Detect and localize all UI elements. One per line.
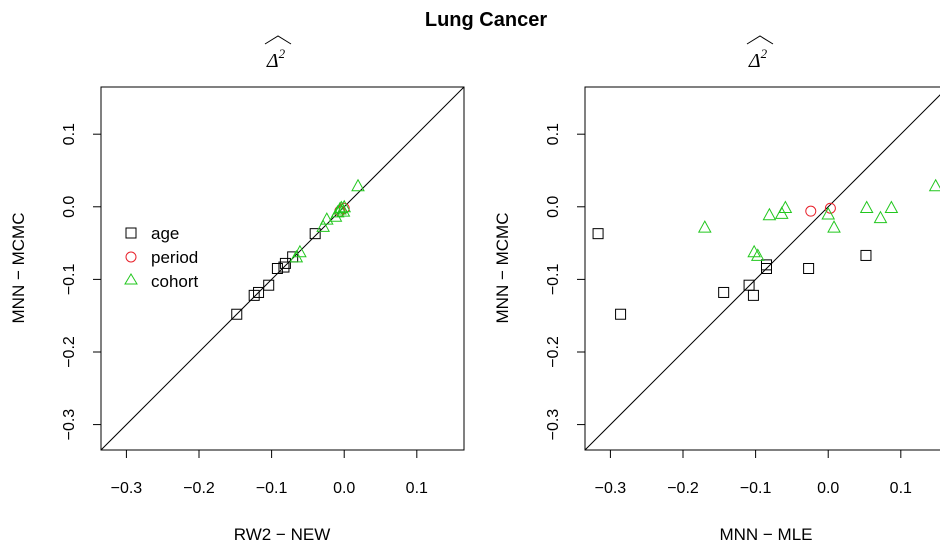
panel-left-y-tick-label: 0.1 bbox=[61, 123, 78, 145]
panel-left-y-tick-label: −0.2 bbox=[61, 336, 78, 368]
panel-left-x-tick-label: 0.1 bbox=[406, 480, 428, 497]
panel-left-x-tick-label: 0.0 bbox=[333, 480, 355, 497]
panel-right-title: Δ2 bbox=[746, 35, 774, 72]
panel-left-point-cohort bbox=[316, 219, 330, 232]
panel-right-point-cohort bbox=[762, 207, 777, 221]
panel-right-point-age bbox=[747, 289, 759, 301]
panel-right-title-superscript: 2 bbox=[761, 46, 768, 61]
panel-left-point-cohort bbox=[319, 212, 334, 225]
panel-right-point-cohort bbox=[859, 200, 874, 214]
panel-left-point-age bbox=[263, 279, 275, 291]
panel-right-point-age bbox=[743, 279, 755, 291]
legend-period-label: period bbox=[151, 248, 198, 267]
panel-right-plot-box bbox=[584, 86, 940, 451]
panel-right-points bbox=[592, 178, 940, 320]
panel-right-point-age bbox=[592, 228, 604, 240]
legend: age period cohort bbox=[124, 224, 199, 291]
panel-right-y-tick-label: −0.3 bbox=[545, 409, 562, 441]
panel-right-x-tick-label: 0.1 bbox=[890, 480, 912, 497]
panel-right-point-age bbox=[615, 308, 627, 320]
legend-cohort-marker bbox=[124, 273, 138, 285]
panel-left-point-age bbox=[278, 261, 290, 273]
panel-right-y-tick-label: −0.2 bbox=[545, 336, 562, 368]
panel-left-points bbox=[231, 178, 365, 320]
panel-left-y-tick-label: 0.0 bbox=[61, 196, 78, 218]
svg-text:Δ2: Δ2 bbox=[748, 46, 768, 72]
panel-right-y-tick-label: −0.1 bbox=[545, 263, 562, 295]
panel-right-point-cohort bbox=[928, 178, 940, 192]
panel-left-x-label: RW2 − NEW bbox=[234, 525, 331, 543]
legend-age-label: age bbox=[151, 224, 179, 243]
panel-left-x-tick-label: −0.2 bbox=[183, 480, 215, 497]
panel-left: Δ2 −0.3 −0.2 −0.1 0.0 0.1 −0.3 −0.2 −0.1 0.0 0.1… bbox=[9, 35, 465, 543]
panel-right-x-tick-label: −0.2 bbox=[667, 480, 699, 497]
panel-right-x-tick-label: 0.0 bbox=[817, 480, 839, 497]
panel-right-y-label: MNN − MCMC bbox=[493, 213, 512, 324]
panel-right-point-cohort bbox=[821, 207, 836, 220]
panel-right-point-cohort bbox=[750, 248, 765, 261]
panel-right-point-age bbox=[803, 263, 815, 274]
panel-right-point-cohort bbox=[873, 210, 888, 224]
panel-left-point-age bbox=[231, 308, 243, 320]
panel-left-point-cohort bbox=[336, 204, 351, 217]
panel-right-x-tick-label: −0.3 bbox=[595, 480, 627, 497]
panel-left-point-age bbox=[279, 257, 291, 269]
panel-right-point-cohort bbox=[884, 200, 899, 214]
panel-right-y-tick-label: 0.0 bbox=[545, 196, 562, 218]
panel-right-point-period bbox=[805, 205, 817, 217]
panel-left-point-cohort bbox=[333, 201, 347, 215]
panel-right-point-age bbox=[761, 259, 772, 271]
panel-left-x-tick-label: −0.1 bbox=[256, 480, 288, 497]
panel-right-x-tick-label: −0.1 bbox=[740, 480, 772, 497]
panel-left-point-age bbox=[248, 289, 260, 301]
panel-left-point-age bbox=[309, 228, 321, 240]
panel-right-title-symbol: Δ bbox=[748, 50, 761, 72]
panel-right-y-axis: −0.3 −0.2 −0.1 0.0 0.1 bbox=[545, 123, 585, 440]
panel-right-title-hat bbox=[746, 35, 774, 45]
legend-cohort-label: cohort bbox=[151, 272, 199, 291]
panel-left-title-symbol: Δ bbox=[266, 50, 279, 72]
panel-right-y-tick-label: 0.1 bbox=[545, 123, 562, 145]
panel-right-point-age bbox=[718, 286, 730, 298]
panel-right-point-cohort bbox=[827, 220, 841, 233]
panel-left-y-tick-label: −0.1 bbox=[61, 263, 78, 295]
panel-left-x-axis: −0.3 −0.2 −0.1 0.0 0.1 bbox=[111, 450, 428, 497]
panel-left-title-superscript: 2 bbox=[279, 46, 286, 61]
panel-left-point-age bbox=[253, 286, 265, 298]
panel-left-title-hat bbox=[264, 35, 292, 45]
panel-left-point-cohort bbox=[289, 249, 304, 263]
panel-right-x-axis: −0.3 −0.2 −0.1 0.0 0.1 bbox=[595, 450, 912, 497]
figure-title: Lung Cancer bbox=[425, 9, 547, 31]
panel-right-point-cohort bbox=[778, 200, 793, 214]
panel-left-y-axis: −0.3 −0.2 −0.1 0.0 0.1 bbox=[61, 123, 101, 440]
panel-right-point-period bbox=[824, 202, 836, 214]
panel-left-y-tick-label: −0.3 bbox=[61, 409, 78, 441]
panel-left-plot-box bbox=[100, 86, 465, 451]
panel-right-identity-line bbox=[584, 94, 940, 451]
panel-left-title: Δ2 bbox=[264, 35, 292, 72]
panel-left-y-label: MNN − MCMC bbox=[9, 213, 28, 324]
panel-right: Δ2 −0.3 −0.2 −0.1 0.0 0.1 −0.3 −0.2 −0.1 0.0 0.1… bbox=[493, 35, 940, 543]
panel-right-x-label: MNN − MLE bbox=[719, 525, 812, 543]
legend-period-marker bbox=[125, 251, 137, 263]
legend-age-marker bbox=[125, 227, 137, 239]
panel-right-point-age bbox=[860, 249, 872, 261]
panel-left-x-tick-label: −0.3 bbox=[111, 480, 143, 497]
panel-left-point-cohort bbox=[351, 178, 365, 192]
svg-text:Δ2: Δ2 bbox=[266, 46, 286, 72]
panel-right-point-cohort bbox=[697, 220, 712, 233]
